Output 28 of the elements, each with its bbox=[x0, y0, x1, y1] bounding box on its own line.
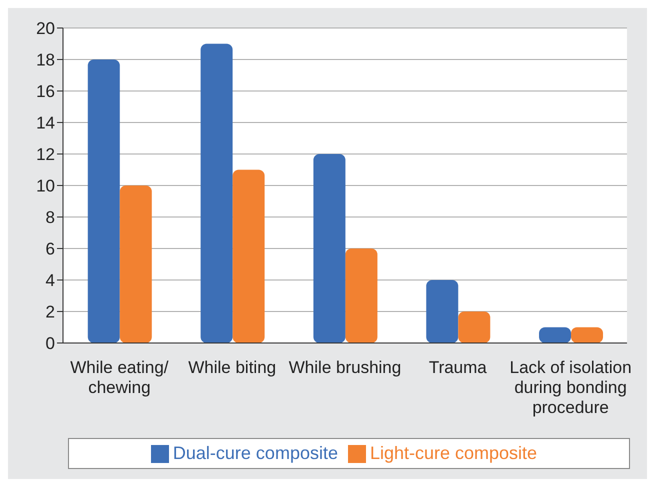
y-tick-label: 10 bbox=[36, 176, 55, 196]
bar bbox=[200, 44, 233, 343]
bar bbox=[120, 186, 152, 343]
y-tick-label: 18 bbox=[36, 50, 55, 70]
x-tick-label: Lack of isolation during bonding procedure bbox=[510, 358, 632, 417]
bar bbox=[313, 154, 346, 343]
x-tick-label: While brushing bbox=[288, 358, 402, 377]
bar bbox=[458, 312, 490, 343]
x-tick-label: While eating/ chewing bbox=[70, 358, 169, 397]
y-tick-label: 14 bbox=[36, 114, 55, 133]
y-tick-label: 8 bbox=[46, 208, 55, 228]
bar bbox=[88, 60, 120, 343]
y-tick-label: 12 bbox=[36, 145, 55, 164]
bar bbox=[571, 327, 604, 343]
y-tick-label: 6 bbox=[46, 240, 55, 259]
y-tick-label: 0 bbox=[46, 334, 55, 354]
bar bbox=[345, 248, 378, 343]
y-tick-label: 2 bbox=[46, 302, 55, 322]
legend-label: Dual-cure composite bbox=[172, 443, 338, 463]
bar bbox=[539, 327, 572, 343]
legend-label: Light-cure composite bbox=[370, 443, 538, 463]
bar bbox=[426, 280, 458, 343]
bar bbox=[232, 170, 265, 343]
y-tick-label: 4 bbox=[46, 271, 55, 290]
y-tick-label: 20 bbox=[36, 19, 55, 38]
x-tick-label: While biting bbox=[188, 358, 276, 377]
x-tick-label: Trauma bbox=[428, 358, 488, 377]
y-tick-label: 16 bbox=[36, 82, 55, 102]
